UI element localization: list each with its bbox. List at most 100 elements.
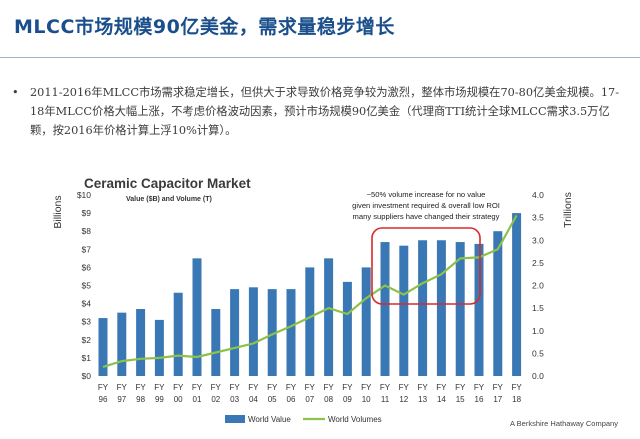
value-bars [98, 213, 522, 376]
x-tick-label-fy: FY [267, 383, 278, 392]
x-tick-label-year: 02 [211, 395, 220, 404]
x-tick-label-fy: FY [305, 383, 316, 392]
x-tick-label-fy: FY [248, 383, 259, 392]
x-tick-label-fy: FY [399, 383, 410, 392]
value-bar [136, 309, 146, 376]
value-bar [436, 240, 446, 376]
x-tick-label-fy: FY [323, 383, 334, 392]
left-axis-ticks: $0 $1 $2 $3 $4 $5 $6 $7 $8 $9 $10 [77, 190, 91, 381]
right-axis-ticks: 0.0 0.5 1.0 1.5 2.0 2.5 3.0 3.5 4.0 [532, 190, 544, 381]
x-tick-label-fy: FY [417, 383, 428, 392]
x-tick-label-fy: FY [173, 383, 184, 392]
right-tick-label: 4.0 [532, 190, 544, 200]
value-bar [324, 258, 334, 376]
annotation-line: ~50% volume increase for no value [367, 190, 486, 199]
x-tick-label-year: 97 [117, 395, 126, 404]
x-tick-label-year: 09 [343, 395, 352, 404]
right-tick-label: 1.5 [532, 303, 544, 313]
x-tick-label-year: 06 [287, 395, 296, 404]
right-tick-label: 0.0 [532, 371, 544, 381]
x-tick-label-year: 07 [305, 395, 314, 404]
value-bar [211, 309, 221, 376]
bullet-text: 2011-2016年MLCC市场需求稳定增长，但供大于求导致价格竞争较为激烈，整… [30, 86, 620, 137]
legend-world-value-label: World Value [248, 415, 291, 424]
value-bar [230, 289, 240, 376]
x-tick-label-year: 96 [99, 395, 108, 404]
right-tick-label: 3.0 [532, 235, 544, 245]
x-tick-label-fy: FY [493, 383, 504, 392]
credit-text: A Berkshire Hathaway Company [510, 419, 618, 428]
legend-world-volumes-label: World Volumes [328, 415, 382, 424]
x-tick-label-fy: FY [192, 383, 203, 392]
title-divider [0, 57, 640, 58]
x-tick-label-fy: FY [361, 383, 372, 392]
value-bar [418, 240, 428, 376]
highlight-box [371, 227, 481, 305]
x-tick-label-fy: FY [135, 383, 146, 392]
x-tick-label-year: 18 [512, 395, 521, 404]
x-tick-label-fy: FY [380, 383, 391, 392]
right-axis-label: Trillions [562, 192, 574, 228]
left-tick-label: $9 [82, 208, 92, 218]
x-tick-label-year: 99 [155, 395, 164, 404]
x-tick-label-fy: FY [474, 383, 485, 392]
value-bar [380, 242, 390, 376]
left-tick-label: $5 [82, 281, 92, 291]
x-tick-label-fy: FY [98, 383, 109, 392]
left-tick-label: $6 [82, 262, 92, 272]
x-tick-label-year: 03 [230, 395, 239, 404]
left-tick-label: $1 [82, 353, 92, 363]
x-axis-labels: FY 96 FY 97 FY 98 FY 99 FY 00 FY 01 FY 02 FY 03 FY 04 FY 05… [98, 383, 522, 404]
value-bar [474, 243, 484, 376]
left-tick-label: $0 [82, 371, 92, 381]
left-axis-label: Billions [52, 195, 64, 228]
annotation-text: ~50% volume increase for no value given i… [352, 190, 500, 221]
x-tick-label-year: 04 [249, 395, 258, 404]
value-bar [117, 312, 127, 376]
x-tick-label-fy: FY [342, 383, 353, 392]
right-tick-label: 2.0 [532, 281, 544, 291]
legend-world-value-swatch [225, 415, 245, 423]
value-bar [512, 213, 522, 376]
value-bar [305, 267, 315, 376]
right-tick-label: 2.5 [532, 258, 544, 268]
x-tick-label-fy: FY [229, 383, 240, 392]
x-tick-label-year: 05 [268, 395, 277, 404]
x-tick-label-fy: FY [455, 383, 466, 392]
bullet-dot-icon: • [12, 86, 19, 99]
chart-title: Ceramic Capacitor Market [84, 176, 251, 191]
slide-title: MLCC市场规模90亿美金，需求量稳步增长 [14, 16, 395, 38]
annotation-line: many suppliers have changed their strate… [353, 212, 500, 221]
left-tick-label: $8 [82, 226, 92, 236]
value-bar [361, 267, 371, 376]
x-tick-label-fy: FY [117, 383, 128, 392]
x-tick-label-fy: FY [286, 383, 297, 392]
x-tick-label-year: 10 [362, 395, 371, 404]
left-tick-label: $3 [82, 317, 92, 327]
x-tick-label-year: 98 [136, 395, 145, 404]
x-tick-label-year: 15 [456, 395, 465, 404]
x-tick-label-fy: FY [511, 383, 522, 392]
left-tick-label: $4 [82, 299, 92, 309]
value-bar [493, 231, 503, 376]
right-tick-label: 1.0 [532, 326, 544, 336]
value-bar [455, 242, 465, 376]
x-tick-label-fy: FY [436, 383, 447, 392]
x-tick-label-year: 11 [381, 395, 390, 404]
x-tick-label-year: 00 [174, 395, 183, 404]
x-tick-label-year: 13 [418, 395, 427, 404]
value-bar [286, 289, 296, 376]
x-tick-label-year: 17 [493, 395, 502, 404]
bullet-paragraph: • 2011-2016年MLCC市场需求稳定增长，但供大于求导致价格竞争较为激烈… [12, 83, 622, 140]
value-bar [192, 258, 202, 376]
left-tick-label: $7 [82, 244, 92, 254]
left-tick-label: $10 [77, 190, 91, 200]
left-tick-label: $2 [82, 335, 92, 345]
annotation-line: given investment required & overall low … [352, 201, 500, 210]
value-bar [342, 281, 352, 376]
value-bar [248, 287, 258, 376]
x-tick-label-year: 16 [475, 395, 484, 404]
legend: World Value World Volumes [225, 415, 382, 424]
right-tick-label: 3.5 [532, 213, 544, 223]
